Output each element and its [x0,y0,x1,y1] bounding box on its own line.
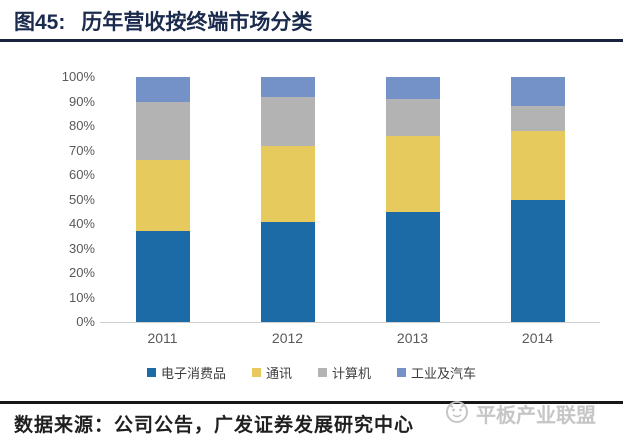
bar-column-2012 [225,77,350,322]
watermark: 平板产业联盟 [444,398,596,429]
bar-segment [510,199,565,322]
bar-segment [135,77,190,102]
y-axis: 100% 90% 80% 70% 60% 50% 40% 30% 20% 10% 0% [0,69,95,329]
legend-label: 通讯 [265,366,292,381]
legend-label: 计算机 [332,366,372,381]
figure-title: 历年营收按终端市场分类 [81,9,313,34]
bar-column-2011 [100,77,225,322]
legend-item-通讯: 通讯 [251,363,292,382]
bar-segment [135,231,190,322]
footer-divider-line [0,401,623,404]
bar-segment [385,211,440,322]
y-tick-label: 30% [68,240,95,256]
bar-segment [385,135,440,212]
y-tick-label: 0% [76,314,95,329]
x-tick-label: 2012 [271,330,304,346]
bar-segment [385,77,440,100]
y-tick-label: 70% [68,142,95,158]
x-axis: 2011 2012 2013 2014 [100,330,600,346]
figure-number-label: 图45: [14,11,66,34]
stacked-bar-2014 [510,77,565,322]
legend-item-计算机: 计算机 [318,363,371,382]
legend-swatch-icon [397,368,407,377]
header-divider-line [0,39,623,42]
watermark-logo-icon [444,398,470,429]
x-tick-label: 2011 [147,330,178,346]
bar-column-2014 [475,77,600,322]
x-tick-label: 2014 [521,330,554,346]
stacked-bar-2013 [385,77,440,322]
bar-segment [135,101,190,161]
plot-area [100,77,600,323]
bar-segment [510,106,565,131]
legend-label: 电子消费品 [160,366,226,381]
stacked-bar-2011 [135,77,190,322]
figure-header: 图45: 历年营收按终端市场分类 [14,6,312,36]
legend-item-电子消费品: 电子消费品 [146,363,226,382]
bar-segment [260,96,315,146]
bar-segment [260,145,315,222]
legend-item-工业及汽车: 工业及汽车 [397,363,476,382]
bar-segment [510,77,565,107]
y-tick-label: 90% [68,93,95,109]
legend-swatch-icon [251,368,261,377]
bar-segment [260,221,315,322]
legend-swatch-icon [146,368,156,377]
y-tick-label: 50% [68,191,95,207]
legend: 电子消费品 通讯 计算机 工业及汽车 [0,363,623,382]
y-tick-label: 60% [68,167,95,182]
legend-label: 工业及汽车 [411,366,477,381]
y-tick-label: 20% [68,265,95,280]
y-tick-label: 100% [61,69,95,84]
stacked-bar-2012 [260,77,315,322]
bar-segment [385,99,440,136]
y-tick-label: 80% [68,118,95,133]
x-tick-label: 2013 [396,330,429,346]
data-source-note: 数据来源：公司公告，广发证券发展研究中心 [14,414,415,436]
bar-segment [510,130,565,200]
watermark-text: 平板产业联盟 [476,403,596,427]
bar-segment [135,160,190,232]
y-tick-label: 40% [68,216,95,231]
bar-segment [260,77,315,97]
bar-column-2013 [350,77,475,322]
y-tick-label: 10% [68,289,95,305]
legend-swatch-icon [318,368,327,377]
